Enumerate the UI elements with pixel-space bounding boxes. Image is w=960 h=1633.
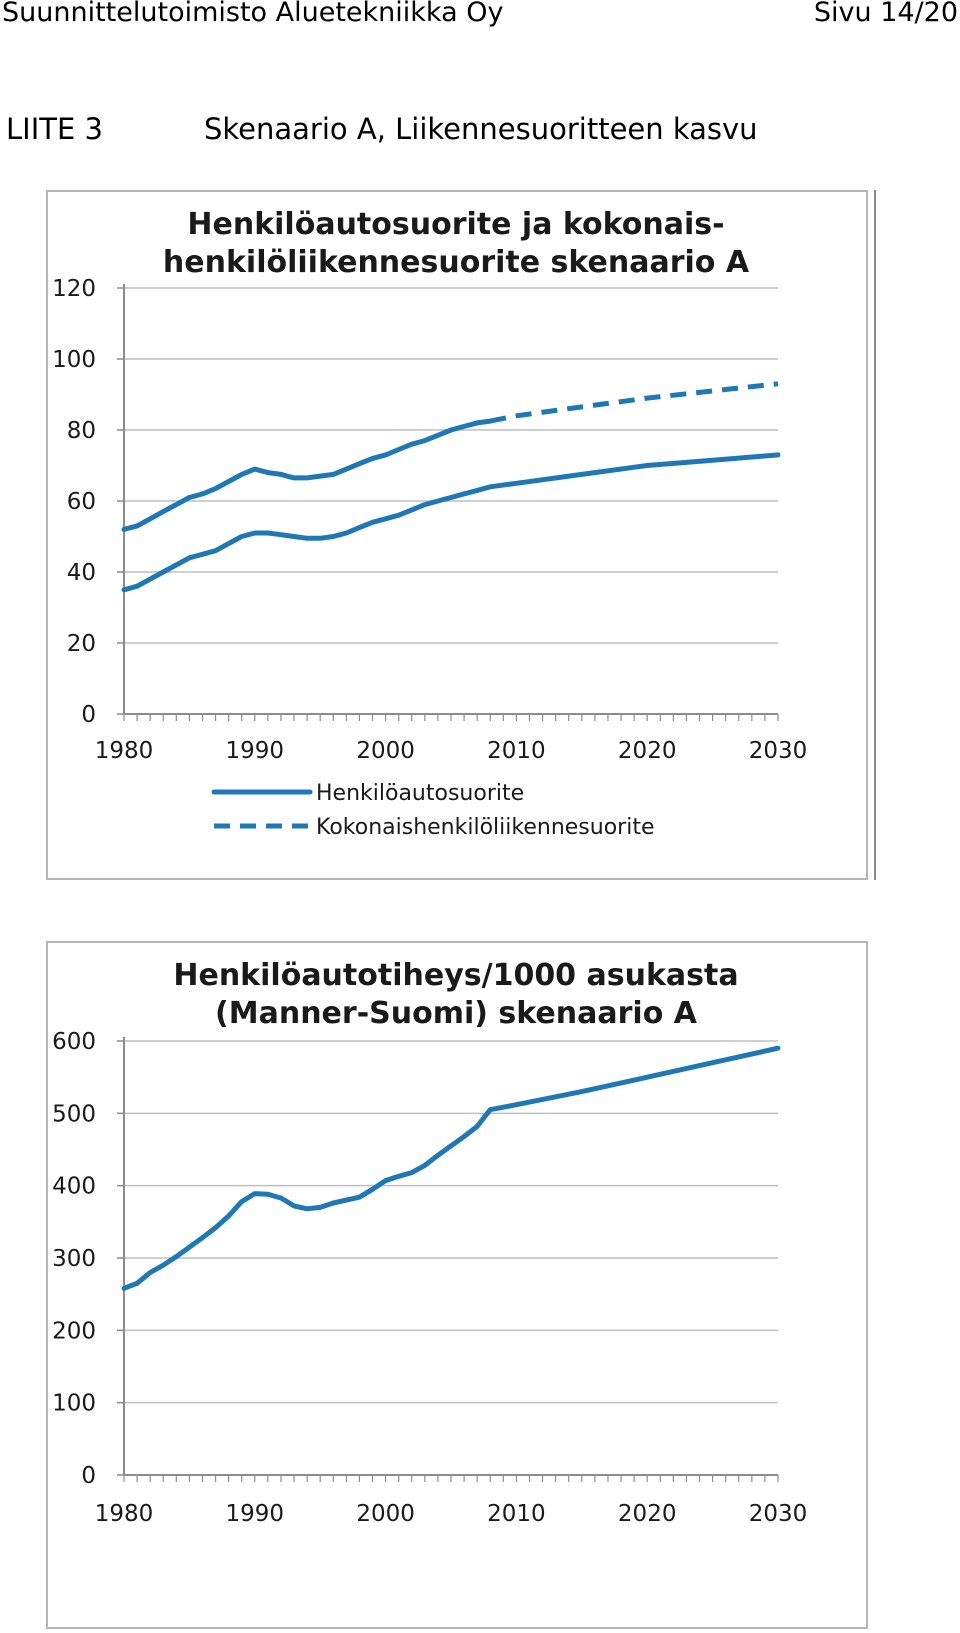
chart-title-line-1: Henkilöautotiheys/1000 asukasta (173, 958, 738, 993)
y-tick-label: 80 (67, 418, 96, 444)
y-tick-label: 120 (52, 276, 96, 302)
page-edge-mark (874, 190, 876, 880)
x-tick-label: 2030 (749, 1501, 808, 1527)
x-tick-label: 2020 (618, 738, 677, 764)
traffic-performance-chart: Henkilöautosuorite ja kokonais- henkilöl… (52, 207, 808, 840)
y-tick-label: 500 (52, 1101, 96, 1127)
series-line-henkiloautosuorite (121, 452, 781, 593)
appendix-title: Skenaario A, Liikennesuoritteen kasvu (204, 112, 758, 146)
series-line-kokonaishenkiloliikennesuorite (121, 418, 493, 532)
chart-panel-car-density: Henkilöautotiheys/1000 asukasta (Manner-… (46, 941, 868, 1629)
x-tick-label: 1990 (226, 1501, 285, 1527)
y-tick-label: 100 (52, 347, 96, 373)
chart-title-line-2: henkilöliikennesuorite skenaario A (163, 245, 750, 280)
x-tick-label: 2010 (487, 738, 546, 764)
chart-panel-traffic-performance: Henkilöautosuorite ja kokonais- henkilöl… (46, 190, 868, 880)
x-tick-label: 1990 (226, 738, 285, 764)
series-line-kokonaishenkiloliikennesuorite-projection (489, 381, 779, 424)
x-tick-label: 2000 (356, 1501, 415, 1527)
x-tick-label: 2000 (356, 738, 415, 764)
y-tick-label: 600 (52, 1029, 96, 1055)
y-tick-label: 60 (67, 489, 96, 515)
y-tick-label: 300 (52, 1246, 96, 1272)
legend-label-kokonaishenkiloliikennesuorite: Kokonaishenkilöliikennesuorite (316, 815, 655, 840)
x-tick-label: 2030 (749, 738, 808, 764)
y-tick-label: 0 (81, 702, 96, 728)
series-line-series (121, 1045, 781, 1291)
x-tick-label: 2010 (487, 1501, 546, 1527)
document-header-page-number: Sivu 14/20 (813, 0, 958, 28)
chart-legend: Henkilöautosuorite Kokonaishenkilöliiken… (211, 781, 655, 840)
car-density-chart: Henkilöautotiheys/1000 asukasta (Manner-… (52, 958, 808, 1527)
y-tick-label: 20 (67, 631, 96, 657)
chart-title-line-2: (Manner-Suomi) skenaario A (215, 996, 698, 1031)
document-header-company: Suunnittelutoimisto Aluetekniikka Oy (2, 0, 504, 28)
y-tick-label: 40 (67, 560, 96, 586)
y-tick-label: 200 (52, 1318, 96, 1344)
chart-title-line-1: Henkilöautosuorite ja kokonais- (187, 207, 724, 242)
y-tick-label: 100 (52, 1391, 96, 1417)
y-tick-label: 400 (52, 1174, 96, 1200)
legend-label-henkiloautosuorite: Henkilöautosuorite (316, 781, 524, 806)
appendix-label: LIITE 3 (6, 112, 103, 146)
x-tick-label: 1980 (95, 738, 154, 764)
y-tick-label: 0 (81, 1463, 96, 1489)
x-tick-label: 2020 (618, 1501, 677, 1527)
x-tick-label: 1980 (95, 1501, 154, 1527)
